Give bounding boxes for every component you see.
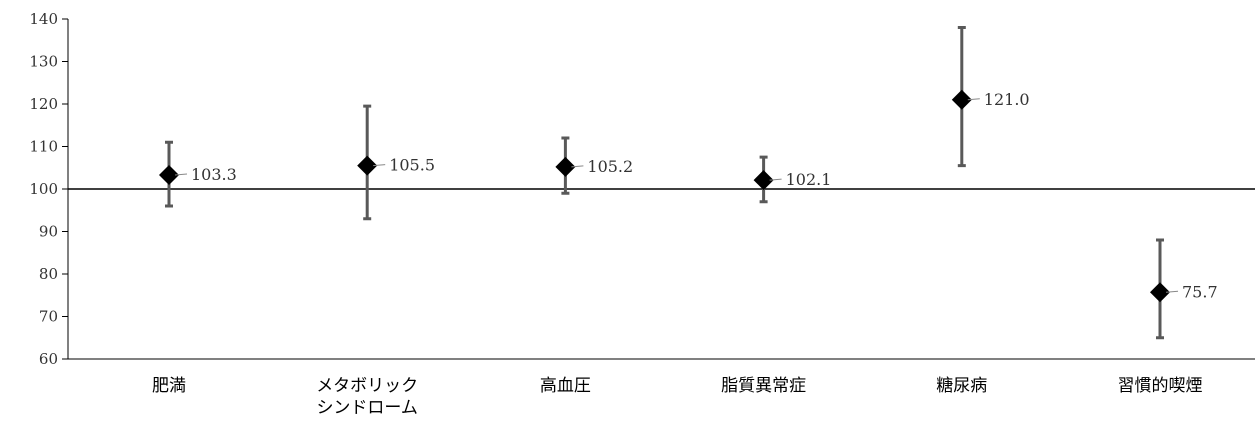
x-category-label: シンドローム [316, 398, 418, 418]
data-label: 105.5 [389, 156, 435, 175]
data-labels: 103.3 105.5 105.2 102.1 121.0 75.7 [174, 90, 1218, 301]
y-axis: 60 70 80 90 100 110 120 130 140 [29, 10, 1255, 368]
data-label-leader [967, 98, 980, 101]
data-label-leader [174, 173, 188, 176]
data-label: 103.3 [191, 165, 237, 184]
data-markers [159, 89, 1170, 303]
data-label: 121.0 [984, 90, 1030, 109]
x-category-label: 肥満 [152, 376, 186, 396]
data-label: 75.7 [1182, 282, 1218, 301]
y-tick-label: 100 [29, 180, 58, 198]
y-tick-label: 110 [29, 138, 58, 156]
x-category-label: 脂質異常症 [721, 376, 806, 396]
y-tick-label: 140 [29, 10, 58, 28]
data-point-marker [951, 89, 972, 110]
x-category-label: 高血圧 [540, 376, 591, 396]
data-point-marker [357, 155, 378, 176]
data-label-leader [373, 164, 386, 167]
data-label: 102.1 [786, 170, 832, 189]
y-tick-label: 60 [39, 350, 58, 368]
data-point-marker [753, 170, 774, 191]
data-label-leader [571, 165, 584, 168]
data-point-marker [555, 156, 576, 177]
y-tick-label: 70 [39, 308, 58, 326]
x-category-label: 習慣的喫煙 [1118, 376, 1203, 396]
data-point-marker [1150, 282, 1170, 303]
data-label-leader [1165, 290, 1179, 293]
error-bars [165, 26, 1164, 340]
data-label-leader [769, 178, 782, 181]
y-tick-label: 130 [29, 53, 58, 71]
y-tick-label: 80 [39, 265, 58, 283]
x-category-label: メタボリック [316, 376, 418, 396]
data-point-marker [159, 164, 179, 185]
data-label: 105.2 [587, 157, 633, 176]
y-tick-label: 90 [39, 223, 58, 241]
x-category-label: 糖尿病 [936, 376, 987, 396]
y-tick-label: 120 [29, 95, 58, 113]
